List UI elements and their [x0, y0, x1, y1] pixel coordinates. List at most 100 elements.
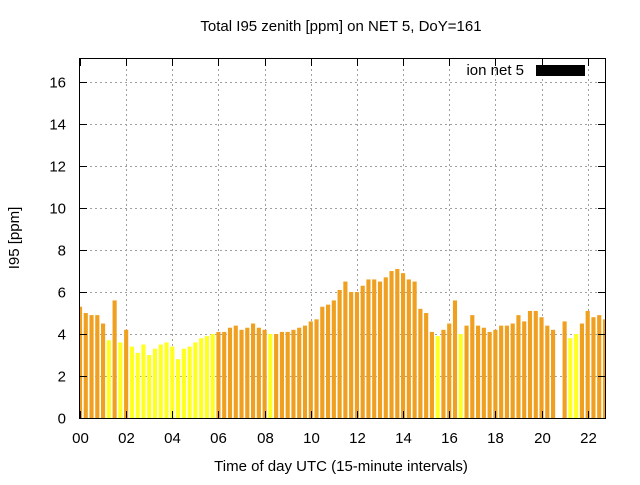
bar [326, 304, 331, 418]
bar [481, 327, 486, 418]
y-tick-labels: 0 2 4 6 8 10 12 14 16 [49, 75, 66, 428]
bar [395, 268, 400, 418]
bar [522, 321, 527, 418]
bar [470, 315, 475, 418]
bar [239, 329, 244, 418]
bar [291, 329, 296, 418]
bar [204, 336, 209, 418]
bar [493, 329, 498, 418]
bar [308, 321, 313, 418]
bar [106, 340, 111, 418]
bar [147, 355, 152, 418]
bar [262, 329, 267, 418]
bar [158, 344, 163, 418]
bar [101, 323, 106, 418]
x-tick-label: 08 [257, 430, 274, 447]
bars [80, 268, 605, 418]
legend-label: ion net 5 [466, 62, 524, 79]
bar [579, 323, 584, 418]
x-tick-label: 04 [164, 430, 181, 447]
bar [366, 279, 371, 418]
bar [152, 348, 158, 418]
bar [193, 342, 198, 418]
y-tick-label: 0 [58, 411, 66, 428]
x-tick-label: 16 [441, 430, 458, 447]
bar [562, 321, 567, 418]
x-tick-label: 20 [534, 430, 551, 447]
x-tick-label: 02 [118, 430, 135, 447]
bar [187, 346, 192, 418]
bar [95, 315, 100, 418]
bar [349, 292, 354, 418]
chart-title: Total I95 zenith [ppm] on NET 5, DoY=161 [200, 18, 481, 35]
bar [233, 325, 238, 418]
y-tick-label: 4 [58, 327, 66, 344]
bar [302, 325, 308, 418]
bar [360, 285, 365, 418]
bar [412, 281, 417, 418]
bar [401, 273, 406, 418]
bar [164, 342, 169, 418]
bar [458, 334, 463, 418]
x-tick-label: 12 [349, 430, 366, 447]
bar [591, 317, 596, 418]
y-tick-label: 10 [49, 201, 66, 218]
bar [199, 338, 204, 418]
bar [389, 271, 394, 418]
x-tick-label: 18 [487, 430, 504, 447]
bar [499, 325, 504, 418]
bar [279, 331, 284, 418]
bar [602, 319, 605, 418]
bar [476, 325, 481, 418]
bar [452, 300, 458, 418]
bar [320, 306, 325, 418]
bar [551, 329, 556, 418]
bar [227, 327, 233, 418]
bar [222, 331, 227, 418]
bar [245, 327, 250, 418]
bar [464, 325, 469, 418]
bar [527, 310, 533, 418]
bar [256, 327, 261, 418]
bar [210, 334, 215, 418]
bar [135, 352, 140, 418]
bar [176, 359, 181, 418]
bar [504, 325, 509, 418]
bar [383, 277, 388, 418]
y-tick-label: 6 [58, 285, 66, 302]
x-tick-label: 14 [395, 430, 412, 447]
bar [545, 325, 550, 418]
bar [331, 300, 336, 418]
x-tick-label: 06 [210, 430, 227, 447]
bar [285, 331, 290, 418]
bar [83, 313, 88, 418]
bar [533, 310, 538, 418]
bar [424, 313, 429, 418]
y-tick-label: 14 [49, 117, 66, 134]
bar [337, 289, 342, 418]
bar [447, 323, 452, 418]
bar [377, 281, 383, 418]
plot-frame [79, 58, 606, 419]
legend: ion net 5 [466, 62, 585, 79]
y-axis-label: I95 [ppm] [6, 207, 23, 270]
bar [435, 336, 440, 418]
bar [597, 315, 602, 418]
axis-ticks [80, 59, 605, 419]
y-tick-label: 2 [58, 369, 66, 386]
x-tick-label: 10 [303, 430, 320, 447]
bar [354, 292, 359, 418]
bar [343, 281, 348, 418]
bar [510, 323, 515, 418]
bar [314, 319, 319, 418]
bar [516, 315, 521, 418]
y-tick-label: 12 [49, 159, 66, 176]
y-tick-label: 16 [49, 75, 66, 92]
bar [406, 279, 411, 418]
bar [80, 306, 83, 418]
bar [574, 334, 579, 418]
bar [441, 329, 446, 418]
bar [216, 331, 221, 418]
bar [418, 308, 423, 418]
